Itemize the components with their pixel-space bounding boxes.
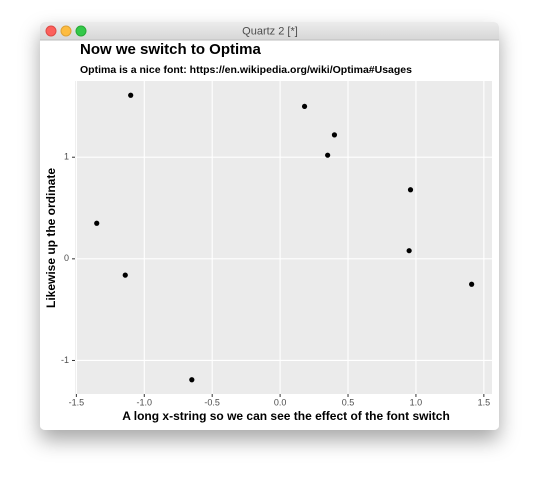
window-title: Quartz 2 [*] xyxy=(242,25,298,37)
close-button[interactable] xyxy=(45,25,57,37)
title-bar xyxy=(40,22,499,40)
x-tick-label: -1.5 xyxy=(69,397,85,407)
point xyxy=(406,248,412,254)
point xyxy=(94,220,100,226)
point xyxy=(407,187,414,193)
x-tick-label: 1.0 xyxy=(410,397,423,407)
plot-panel xyxy=(75,81,492,394)
point xyxy=(128,92,134,98)
point xyxy=(122,272,128,278)
x-tick-label: -0.5 xyxy=(204,397,220,407)
point xyxy=(189,377,195,383)
y-tick-label: 1 xyxy=(64,152,69,162)
point xyxy=(469,281,475,287)
x-tick-label: -1.0 xyxy=(137,397,153,407)
minimize-button[interactable] xyxy=(60,25,72,37)
x-tick-label: 1.5 xyxy=(478,397,491,407)
y-tick-label: -1 xyxy=(61,355,69,365)
y-tick-label: 0 xyxy=(64,253,69,263)
y-axis-title: Likewise up the ordinate xyxy=(44,168,58,308)
zoom-button[interactable] xyxy=(75,25,87,37)
x-tick-label: 0.5 xyxy=(342,397,355,407)
chart-subtitle: Optima is a nice font: https://en.wikipe… xyxy=(80,64,412,76)
chart-title: Now we switch to Optima xyxy=(80,41,262,58)
point xyxy=(331,132,338,138)
point xyxy=(301,103,308,110)
x-tick-label: 0.0 xyxy=(274,397,287,407)
point xyxy=(325,152,331,158)
x-axis-title: A long x-string so we can see the effect… xyxy=(122,409,450,423)
